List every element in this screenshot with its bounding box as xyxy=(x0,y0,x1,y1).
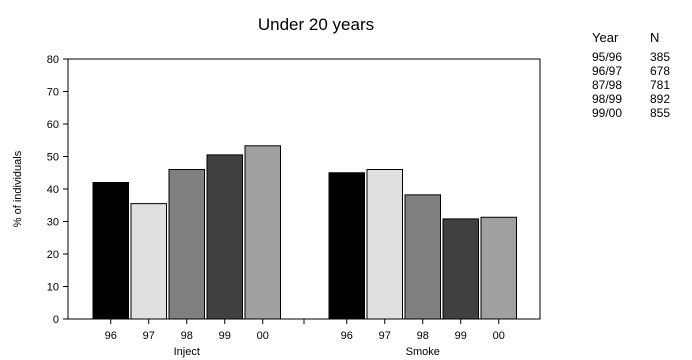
year-cell: 98/99 xyxy=(592,92,623,106)
bar-inject-97 xyxy=(130,203,167,320)
table-row: 98/99 892 xyxy=(592,92,690,106)
bar-inject-00 xyxy=(244,145,281,320)
bar-smoke-97 xyxy=(366,169,403,320)
x-tick-label: 96 xyxy=(105,330,117,342)
y-axis-label: % of individuals xyxy=(12,150,24,227)
x-tick-label: 00 xyxy=(493,330,505,342)
x-tick-label: 97 xyxy=(379,330,391,342)
x-tick-label: 99 xyxy=(455,330,467,342)
y-axis-ticks: 0 10 20 30 40 50 60 70 80 xyxy=(47,54,68,326)
y-tick-label: 30 xyxy=(47,217,59,229)
bar-smoke-96 xyxy=(328,172,365,320)
year-cell: 87/98 xyxy=(592,78,623,92)
x-tick-label: 98 xyxy=(181,330,193,342)
bar-inject-96 xyxy=(92,182,129,320)
year-cell: 99/00 xyxy=(592,106,623,120)
bar-inject-98 xyxy=(168,169,205,320)
year-cell: 95/96 xyxy=(592,50,623,64)
n-cell: 678 xyxy=(650,64,671,78)
n-cell: 892 xyxy=(650,92,671,106)
year-header: Year xyxy=(592,29,619,45)
y-tick-label: 10 xyxy=(47,282,59,294)
group-label-smoke: Smoke xyxy=(406,346,440,358)
sample-size-table: Year N 95/96 385 96/97 678 87/98 781 98/… xyxy=(592,24,690,121)
x-tick-label: 98 xyxy=(417,330,429,342)
x-axis-labels: 96 97 98 99 00 Inject 96 97 98 99 00 Smoke xyxy=(105,319,505,358)
y-tick-label: 20 xyxy=(47,249,59,261)
x-tick-label: 96 xyxy=(341,330,353,342)
n-cell: 781 xyxy=(650,78,671,92)
chart-title: Under 20 years xyxy=(258,15,374,34)
x-tick-label: 00 xyxy=(257,330,269,342)
y-tick-label: 40 xyxy=(47,184,59,196)
table-row: 95/96 385 xyxy=(592,50,690,64)
n-cell: 385 xyxy=(650,50,671,64)
y-tick-label: 70 xyxy=(47,87,59,99)
table-row: 87/98 781 xyxy=(592,78,690,92)
bar-smoke-00 xyxy=(480,216,517,320)
bars xyxy=(92,145,517,320)
bar-inject-99 xyxy=(206,154,243,320)
x-tick-label: 97 xyxy=(143,330,155,342)
y-tick-label: 50 xyxy=(47,152,59,164)
group-label-inject: Inject xyxy=(174,346,200,358)
table-row: 96/97 678 xyxy=(592,64,690,78)
year-cell: 96/97 xyxy=(592,64,623,78)
n-cell: 855 xyxy=(650,106,671,120)
table-header: Year N xyxy=(592,24,690,50)
y-tick-label: 0 xyxy=(53,314,59,326)
bar-smoke-98 xyxy=(404,194,441,320)
y-tick-label: 60 xyxy=(47,119,59,131)
n-header: N xyxy=(650,29,660,45)
bar-smoke-99 xyxy=(442,218,479,320)
x-tick-label: 99 xyxy=(219,330,231,342)
y-tick-label: 80 xyxy=(47,54,59,66)
table-row: 99/00 855 xyxy=(592,106,690,120)
